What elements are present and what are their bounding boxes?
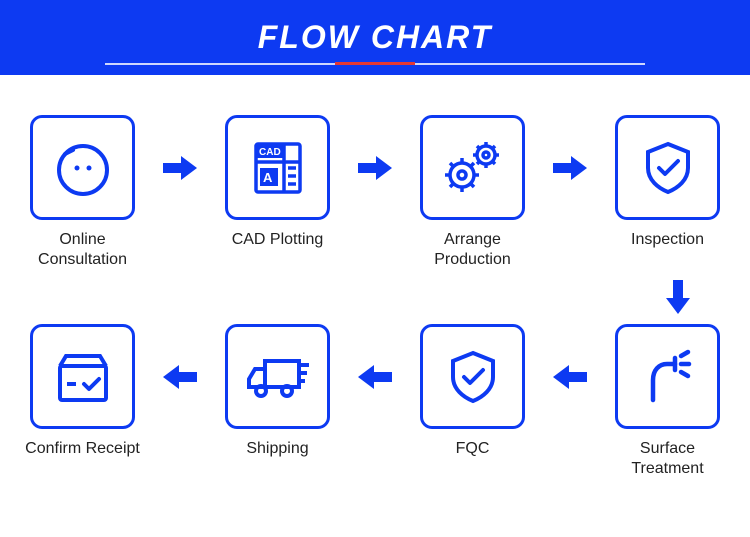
step-shipping: Shipping	[210, 324, 345, 459]
box-check-icon	[52, 346, 114, 408]
step-label: CAD Plotting	[232, 230, 324, 250]
step-label: SurfaceTreatment	[631, 439, 703, 479]
step-label: Shipping	[246, 439, 308, 459]
step-label: FQC	[456, 439, 490, 459]
arrow-right	[550, 115, 590, 220]
step-label: OnlineConsultation	[38, 230, 127, 270]
step-box	[420, 324, 525, 429]
flow-row-2: Confirm Receipt Shipping	[10, 324, 740, 479]
arrow-left	[160, 324, 200, 429]
arrow-down	[10, 280, 740, 314]
shield-check-icon	[443, 347, 503, 407]
arrow-right	[355, 115, 395, 220]
arrow-left	[550, 324, 590, 429]
arrow-left	[355, 324, 395, 429]
shield-check-icon	[638, 138, 698, 198]
header: FLOW CHART	[0, 0, 750, 75]
step-production: ArrangeProduction	[405, 115, 540, 270]
header-underline	[0, 62, 750, 65]
flowchart: OnlineConsultation CAD A	[0, 75, 750, 519]
step-box: CAD A	[225, 115, 330, 220]
spray-icon	[635, 344, 701, 410]
step-cad: CAD A CAD Plotting	[210, 115, 345, 250]
step-box	[30, 115, 135, 220]
svg-text:A: A	[263, 170, 273, 185]
step-label: Confirm Receipt	[25, 439, 140, 459]
step-box	[225, 324, 330, 429]
step-box	[30, 324, 135, 429]
step-label: ArrangeProduction	[434, 230, 511, 270]
step-surface: SurfaceTreatment	[600, 324, 735, 479]
step-box	[420, 115, 525, 220]
step-receipt: Confirm Receipt	[15, 324, 150, 459]
flow-row-1: OnlineConsultation CAD A	[10, 115, 740, 270]
step-consultation: OnlineConsultation	[15, 115, 150, 270]
step-label: Inspection	[631, 230, 704, 250]
step-fqc: FQC	[405, 324, 540, 459]
step-inspection: Inspection	[600, 115, 735, 250]
truck-icon	[243, 347, 313, 407]
svg-text:CAD: CAD	[259, 147, 281, 158]
chat-icon	[51, 136, 115, 200]
arrow-right	[160, 115, 200, 220]
page-title: FLOW CHART	[258, 19, 492, 56]
gears-icon	[438, 133, 508, 203]
step-box	[615, 115, 720, 220]
cad-icon: CAD A	[246, 136, 310, 200]
step-box	[615, 324, 720, 429]
